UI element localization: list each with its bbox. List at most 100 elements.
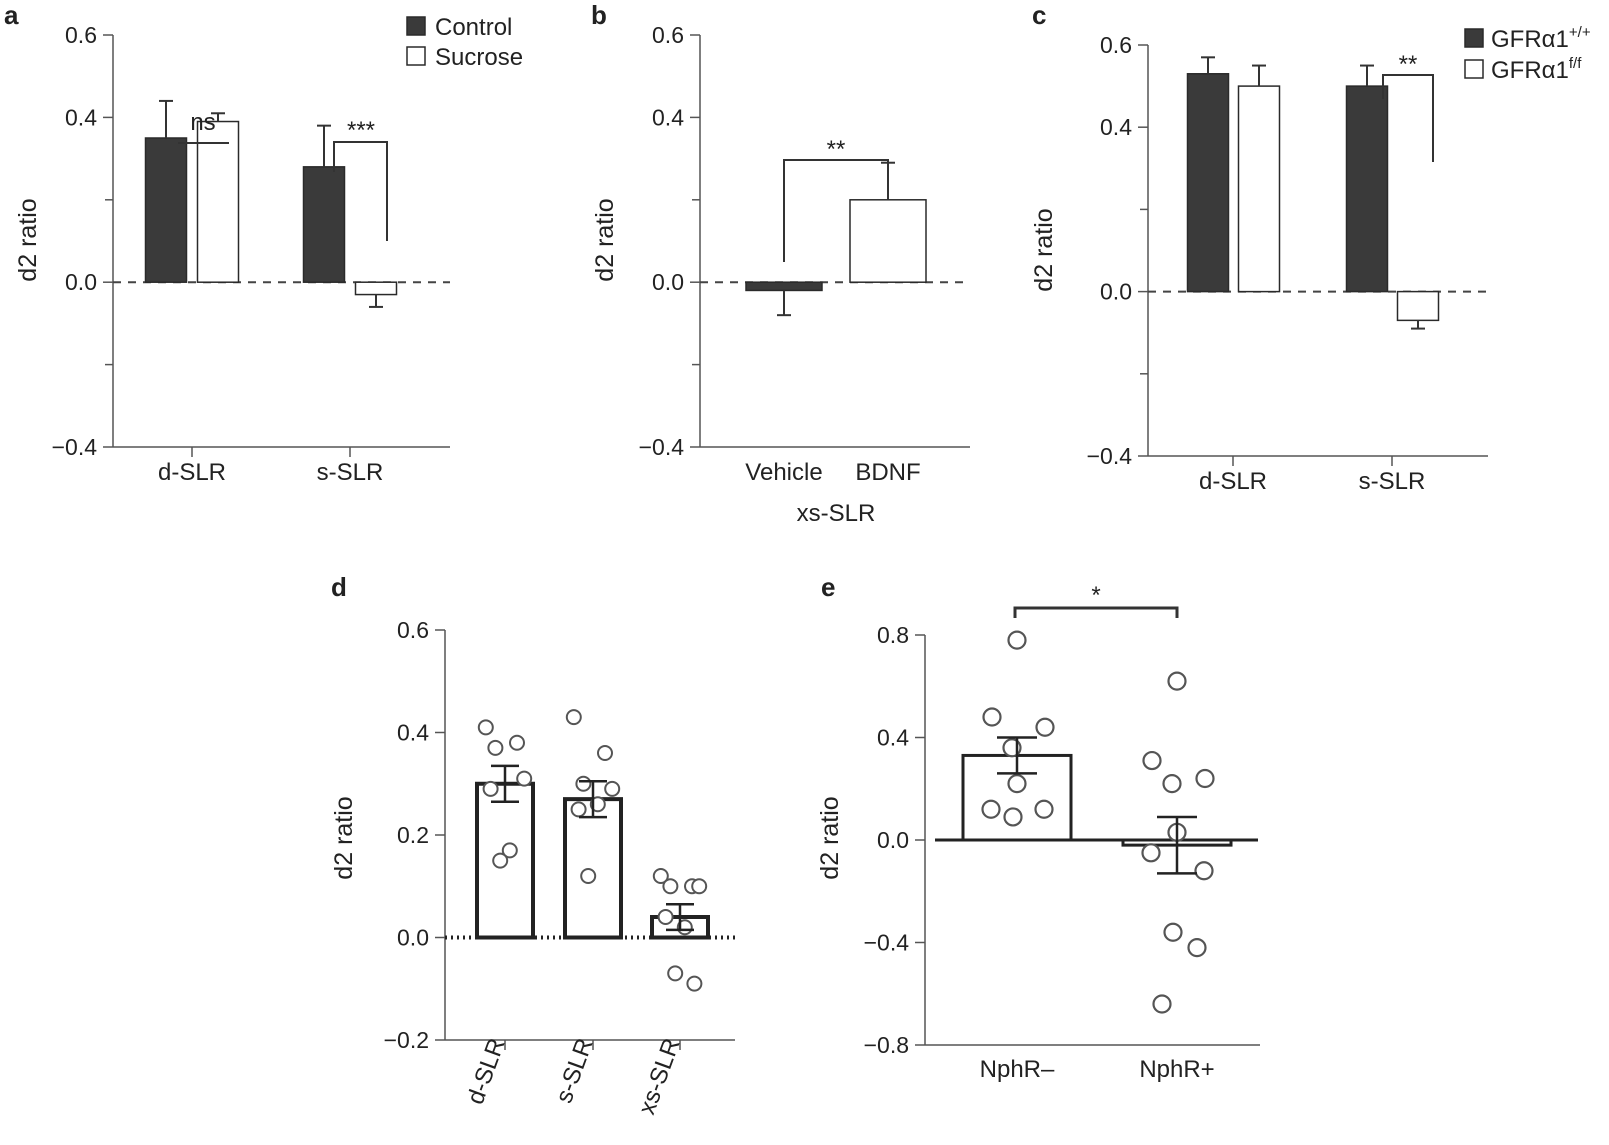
- panel-a-y-tick-label: 0.6: [65, 22, 97, 48]
- panel-e-axes: −0.8 −0.4 0.0 0.4 0.8: [864, 622, 1260, 1058]
- panel-b-xtick-label: BDNF: [855, 459, 920, 486]
- panel-e-y-tick-label: −0.8: [864, 1032, 909, 1058]
- panel-a-y-tick-label: −0.4: [52, 434, 98, 460]
- legend-swatch-ff: [1464, 59, 1484, 79]
- panel-e-point: [1007, 630, 1027, 650]
- panel-e-y-tick-label: 0.4: [877, 725, 909, 751]
- panel-c-y-tick-label: 0.0: [1100, 279, 1132, 305]
- panel-b-y-tick-label: 0.0: [652, 269, 684, 295]
- panel-a-error-bars: [159, 99, 383, 308]
- sig-bracket: [333, 141, 388, 241]
- panel-e-point: [1034, 799, 1054, 819]
- panel-e-point: [1167, 671, 1187, 691]
- panel-d-bar: [563, 797, 623, 940]
- panel-d-xtick-label: d-SLR: [462, 1035, 511, 1108]
- panel-d-point: [501, 842, 518, 859]
- panel-d-point: [604, 780, 621, 797]
- panel-b: b d2 ratio −0.4 0.0 0.4 0.6 Vehicle BDNF xs…: [591, 0, 970, 527]
- panel-a-bars: [144, 120, 398, 296]
- panel-c-y-tick-label: 0.6: [1100, 32, 1132, 58]
- panel-d-y-tick-label: 0.2: [397, 822, 429, 848]
- panel-e-ylabel: d2 ratio: [816, 796, 844, 879]
- panel-a-letter: a: [4, 0, 19, 30]
- legend-label-wt: GFRα1+/+: [1491, 24, 1591, 53]
- panel-a-xtick-label: s-SLR: [317, 459, 384, 486]
- panel-e: e d2 ratio −0.8 −0.4 0.0 0.4 0.8 NphR– NphR+…: [816, 572, 1260, 1083]
- panel-a-bar: [144, 137, 188, 283]
- panel-c-y-tick-label: 0.4: [1100, 114, 1132, 140]
- panel-b-y-tick-label: −0.4: [639, 434, 685, 460]
- panel-e-point: [1195, 768, 1215, 789]
- legend-swatch-wt: [1464, 28, 1484, 48]
- panel-d-error-bars: [491, 764, 694, 932]
- panel-e-letter: e: [821, 572, 835, 602]
- panel-d-point: [691, 878, 708, 895]
- panel-e-point: [1142, 750, 1162, 771]
- panel-d-bars: [445, 781, 735, 940]
- panel-d-y-tick-label: 0.0: [397, 925, 429, 951]
- panel-a: a d2 ratio −0.4 0.0 0.4 0.6 d-SLR s-SLR Con…: [4, 0, 523, 486]
- panel-a-ylabel: d2 ratio: [14, 198, 42, 281]
- panel-d-point: [686, 975, 703, 992]
- panel-b-bar: [745, 281, 823, 292]
- panel-e-point: [1152, 994, 1172, 1014]
- panel-d-y-tick-label: 0.6: [397, 617, 429, 643]
- panel-e-point: [982, 707, 1002, 727]
- panel-d-point: [652, 868, 669, 884]
- panel-a-y-tick-label: 0.4: [65, 104, 97, 130]
- panel-a-bar: [354, 281, 398, 296]
- sig-label: **: [827, 136, 846, 163]
- panel-e-y-tick-label: 0.0: [877, 827, 909, 853]
- sig-label: **: [1399, 51, 1418, 78]
- panel-b-letter: b: [591, 0, 607, 30]
- panel-e-point: [1163, 922, 1183, 942]
- panel-d-point: [487, 739, 504, 756]
- panel-c: c d2 ratio −0.4 0.0 0.4 0.6 d-SLR s-SLR GFR…: [1030, 0, 1591, 495]
- panel-d-point: [565, 709, 582, 726]
- panel-c-error-bars: [1201, 56, 1425, 330]
- panel-c-bar: [1186, 73, 1230, 293]
- legend-swatch-sucrose: [406, 46, 426, 66]
- panel-d-point: [580, 868, 597, 884]
- panel-d-point: [597, 745, 613, 761]
- panel-e-point: [981, 799, 1001, 819]
- panel-b-bar: [849, 199, 927, 283]
- panel-a-axes: −0.4 0.0 0.4 0.6: [52, 22, 450, 460]
- panel-d-letter: d: [331, 572, 347, 602]
- panel-b-annotations: **: [783, 136, 889, 262]
- legend-swatch-control: [406, 16, 426, 36]
- panel-e-point: [1194, 861, 1214, 881]
- panel-c-y-tick-label: −0.4: [1087, 443, 1133, 469]
- legend-label-sucrose: Sucrose: [435, 44, 523, 71]
- panel-d-xtick-label: xs-SLR: [633, 1035, 685, 1118]
- panel-e-points: [981, 630, 1215, 1014]
- panel-d-xtick-label: s-SLR: [550, 1035, 598, 1107]
- sig-bracket: [783, 159, 889, 262]
- panel-e-y-tick-label: 0.8: [877, 622, 909, 648]
- ns-label: ns: [190, 109, 215, 136]
- panel-d-point: [492, 852, 509, 869]
- panel-e-point: [1007, 774, 1027, 794]
- panel-e-y-tick-label: −0.4: [864, 930, 910, 956]
- panel-d-ylabel: d2 ratio: [330, 796, 358, 879]
- panel-a-bar: [196, 120, 240, 283]
- legend-label-ff: GFRα1f/f: [1491, 55, 1582, 84]
- panel-a-annotations: ns ***: [178, 109, 388, 241]
- legend-label-control: Control: [435, 14, 512, 41]
- panel-e-annotations: *: [1013, 582, 1179, 618]
- panel-d-point: [662, 878, 679, 895]
- panel-e-point: [1035, 717, 1055, 737]
- panel-e-point: [1162, 774, 1182, 794]
- panel-c-xtick-label: d-SLR: [1199, 468, 1267, 495]
- sig-bracket: [1013, 606, 1179, 618]
- panel-b-y-tick-label: 0.4: [652, 104, 684, 130]
- panel-c-xtick-label: s-SLR: [1359, 468, 1426, 495]
- panel-d-point: [509, 734, 525, 751]
- panel-b-y-tick-label: 0.6: [652, 22, 684, 48]
- panel-c-bar: [1396, 290, 1440, 322]
- panel-d-axes: −0.2 0.0 0.2 0.4 0.6: [384, 617, 735, 1053]
- panel-d-point: [589, 796, 606, 813]
- panel-c-letter: c: [1032, 0, 1046, 30]
- panel-c-bar: [1237, 85, 1281, 293]
